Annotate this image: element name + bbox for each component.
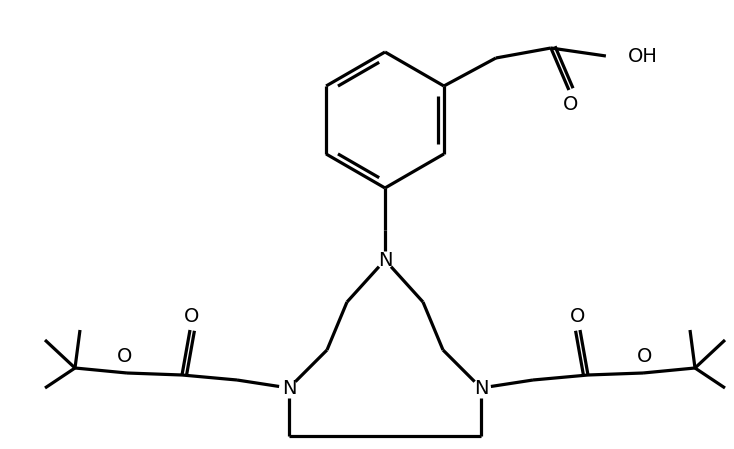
- Text: O: O: [637, 348, 653, 366]
- Text: N: N: [378, 251, 392, 269]
- Text: O: O: [570, 307, 586, 326]
- Text: O: O: [184, 307, 200, 326]
- Text: N: N: [473, 379, 488, 397]
- Text: O: O: [117, 348, 133, 366]
- Text: O: O: [563, 94, 578, 114]
- Text: OH: OH: [628, 47, 658, 66]
- Text: N: N: [282, 379, 297, 397]
